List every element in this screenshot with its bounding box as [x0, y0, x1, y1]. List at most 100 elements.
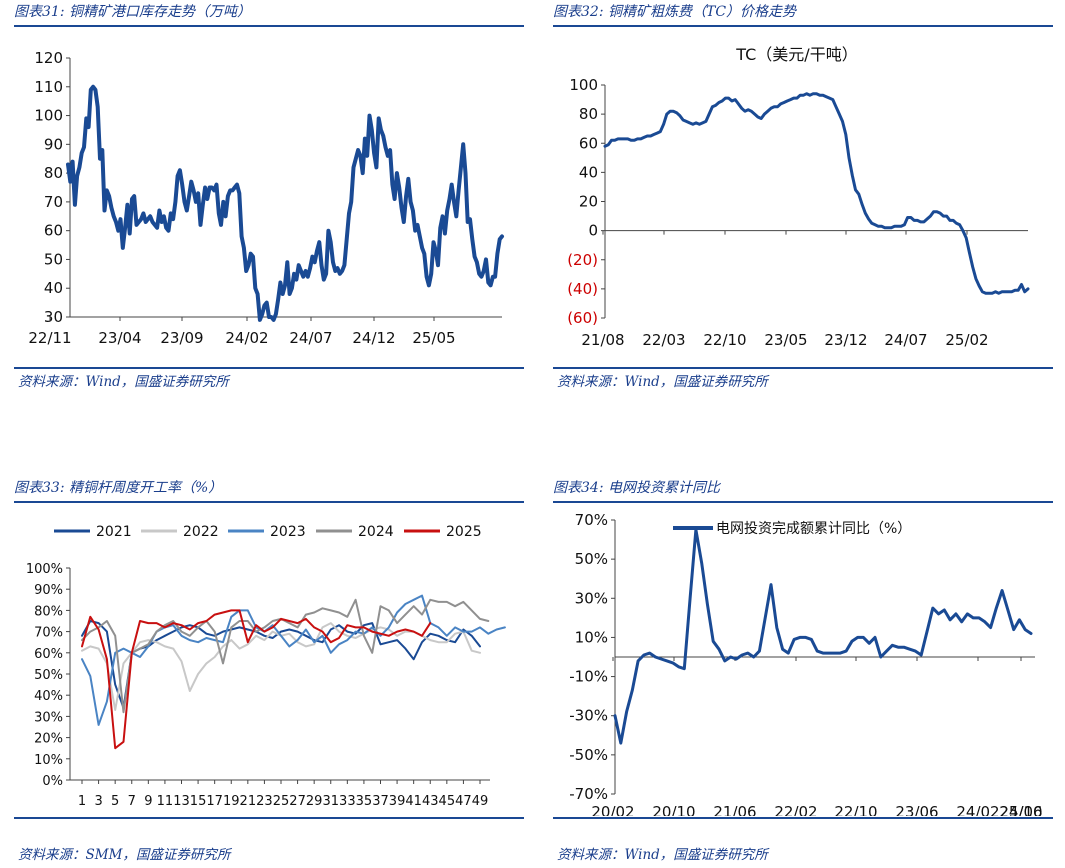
- legend-label: 电网投资完成额累计同比（%）: [716, 521, 911, 537]
- y-tick-label: 90: [44, 135, 63, 153]
- x-tick-label: 25/06: [999, 803, 1042, 816]
- chart-31-source: 资料来源：Wind，国盛证券研究所: [18, 374, 229, 390]
- legend-label-2022: 2022: [183, 524, 219, 540]
- y-tick-label: 80: [579, 105, 598, 123]
- chart-32-source: 资料来源：Wind，国盛证券研究所: [557, 374, 768, 390]
- series-line-TC: [603, 92, 1030, 295]
- panel-chart-31: 图表31: 铜精矿港口库存走势（万吨） 120 110 100 90 80 70 60 50 4…: [14, 0, 524, 400]
- chart-33-source: 资料来源：SMM，国盛证券研究所: [18, 847, 231, 863]
- y-tick-label: 100: [34, 107, 63, 125]
- x-tick-label: 24/07: [289, 329, 332, 347]
- x-tick-label: 9: [144, 794, 152, 809]
- chart-inner-title: TC（美元/干吨）: [735, 45, 857, 64]
- x-tick-label: 29: [306, 794, 323, 809]
- x-tick-label: 11: [157, 794, 174, 809]
- chart-34-bottom-rule: [553, 817, 1053, 819]
- legend-label-2024: 2024: [358, 524, 394, 540]
- x-tick-label: 21/08: [581, 331, 624, 349]
- y-tick-label: 10%: [575, 628, 608, 646]
- chart-32-title: 图表32: 铜精矿粗炼费（TC）价格走势: [553, 4, 797, 20]
- x-tick-label: 5: [111, 794, 119, 809]
- chart-31-top-rule: [14, 25, 524, 27]
- x-tick-label: 24/10: [999, 803, 1042, 816]
- legend-label-2023: 2023: [270, 524, 306, 540]
- chart-33-title: 图表33: 精铜杆周度开工率（%）: [14, 480, 223, 496]
- chart-34-plot: 70% 50% 30% 10% -10% -30% -50% -70%20/02 20/10 21…: [569, 511, 1042, 816]
- y-tick-label: 50%: [34, 668, 63, 683]
- x-tick-label: 25/05: [412, 329, 455, 347]
- x-tick-label: 21/06: [713, 803, 756, 816]
- x-tick-label: 35: [356, 794, 373, 809]
- y-tick-label: 60%: [34, 647, 63, 662]
- y-tick-label: 30: [44, 308, 63, 326]
- y-tick-label: 10%: [34, 753, 63, 768]
- y-tick-label: 60: [579, 134, 598, 152]
- x-tick-label: 22/03: [642, 331, 685, 349]
- x-tick-label: 17: [206, 794, 223, 809]
- y-tick-label: 70%: [34, 626, 63, 641]
- x-tick-label: 20/10: [652, 803, 695, 816]
- y-tick-label: 70: [44, 193, 63, 211]
- series-line-港口库存: [66, 84, 504, 322]
- y-tick-label: 0%: [42, 774, 63, 789]
- y-tick-label: -30%: [569, 707, 608, 725]
- chart-32-bottom-rule: [553, 367, 1053, 369]
- x-tick-label: 23/04: [98, 329, 141, 347]
- y-tick-label: 40%: [34, 689, 63, 704]
- x-tick-label: 43: [422, 794, 439, 809]
- x-tick-label: 23/09: [160, 329, 203, 347]
- series-line-2024: [81, 598, 490, 714]
- x-tick-label: 24/07: [884, 331, 927, 349]
- x-tick-label: 13: [173, 794, 190, 809]
- y-tick-label: 90%: [34, 583, 63, 598]
- y-tick-label: 50%: [575, 550, 608, 568]
- x-tick-label: 27: [289, 794, 306, 809]
- series-line-2023: [81, 594, 506, 726]
- x-tick-label: 7: [128, 794, 136, 809]
- chart-32-plot: TC（美元/干吨） 100 80 60 40 20 0 (20) (40) (60) 21/08 22…: [567, 45, 1030, 349]
- y-tick-label: 30%: [575, 589, 608, 607]
- y-tick-label: (20): [567, 251, 598, 269]
- chart-33-top-rule: [14, 501, 524, 503]
- x-tick-label: 23/12: [824, 331, 867, 349]
- y-tick-label: 100%: [26, 562, 63, 577]
- x-tick-label: 23/05: [764, 331, 807, 349]
- y-tick-label: 80: [44, 164, 63, 182]
- x-tick-label: 25: [273, 794, 290, 809]
- panel-chart-34: 图表34: 电网投资累计同比 70% 50% 30% 10% -10% -30% -50% -…: [553, 476, 1053, 868]
- chart-31-plot: 120 110 100 90 80 70 60 50 40 30 22/11 23/04 23/09 24…: [28, 49, 504, 347]
- x-tick-label: 33: [339, 794, 356, 809]
- chart-31-title: 图表31: 铜精矿港口库存走势（万吨）: [14, 4, 251, 20]
- chart-34-title: 图表34: 电网投资累计同比: [553, 480, 720, 496]
- y-tick-label: 40: [579, 163, 598, 181]
- series-line-2025: [81, 609, 432, 750]
- chart-33-bottom-rule: [14, 817, 524, 819]
- x-tick-label: 24/12: [352, 329, 395, 347]
- x-tick-label: 24/02: [225, 329, 268, 347]
- y-tick-label: -10%: [569, 668, 608, 686]
- x-tick-label: 20/02: [591, 803, 634, 816]
- y-tick-label: 100: [569, 76, 598, 94]
- y-tick-label: 30%: [34, 710, 63, 725]
- x-tick-label: 49: [472, 794, 489, 809]
- x-tick-label: 23: [256, 794, 273, 809]
- y-tick-label: 0: [588, 222, 598, 240]
- y-tick-label: 40: [44, 279, 63, 297]
- x-tick-label: 25/02: [945, 331, 988, 349]
- x-tick-label: 15: [190, 794, 207, 809]
- y-tick-label: 110: [34, 78, 63, 96]
- x-tick-label: 22/02: [774, 803, 817, 816]
- x-tick-label: 24/02: [956, 803, 999, 816]
- x-tick-label: 41: [405, 794, 422, 809]
- panel-chart-33: 图表33: 精铜杆周度开工率（%） 100% 90% 80% 70% 60% 50% 40%…: [14, 476, 524, 868]
- x-tick-label: 1: [78, 794, 86, 809]
- x-tick-label: 19: [223, 794, 240, 809]
- y-tick-label: 20: [579, 193, 598, 211]
- x-tick-label: 22/10: [703, 331, 746, 349]
- y-tick-label: 120: [34, 49, 63, 67]
- x-tick-label: 47: [455, 794, 472, 809]
- chart-34-top-rule: [553, 501, 1053, 503]
- chart-33-plot: 100%90%80%70%60%50%40%30%20%10%0%1 3 5 7 9 11…: [26, 524, 506, 809]
- y-tick-label: 80%: [34, 604, 63, 619]
- x-tick-label: 22/10: [834, 803, 877, 816]
